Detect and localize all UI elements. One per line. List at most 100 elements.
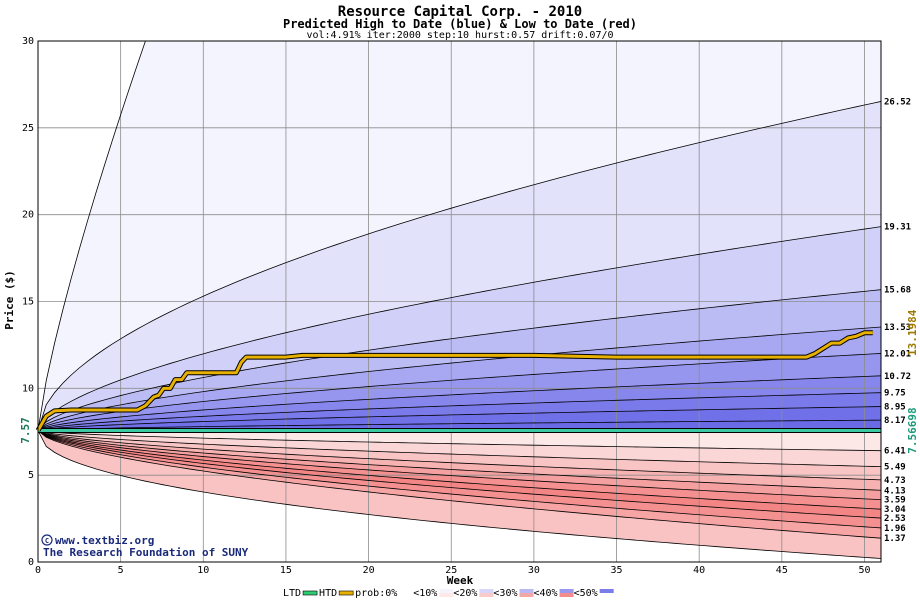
low-percentile-line-10 <box>37 430 882 559</box>
high-band-10 <box>38 420 881 431</box>
x-tick-label: 45 <box>776 565 788 576</box>
band-layer <box>38 41 881 562</box>
y-tick-label: 15 <box>22 297 34 308</box>
legend-htd-swatch <box>338 590 354 596</box>
high-percentile-label-8: 9.75 <box>884 389 906 399</box>
y-tick-label: 25 <box>22 123 34 134</box>
low-percentile-line-5 <box>37 430 882 501</box>
legend-swatch-4-bottom <box>559 593 574 597</box>
chart-params: vol:4.91% iter:2000 step:10 hurst:0.57 d… <box>306 30 613 41</box>
high-percentile-label-4: 15.68 <box>884 286 911 296</box>
legend-item-label-4: <40% <box>534 588 558 599</box>
legend-swatch-3-top <box>519 589 534 593</box>
legend-swatch-3-bottom <box>519 593 534 597</box>
y-tick-label: 10 <box>22 383 34 394</box>
high-to-date-line <box>36 331 873 432</box>
x-tick-label: 40 <box>693 565 705 576</box>
high-percentile-label-10: 8.17 <box>884 416 906 426</box>
plot-frame <box>37 40 882 563</box>
low-percentile-label-2: 5.49 <box>884 463 906 473</box>
x-tick-label: 35 <box>611 565 623 576</box>
y-tick-label: 0 <box>28 557 34 568</box>
high-percentile-line-4 <box>37 289 882 431</box>
low-percentile-label-6: 3.04 <box>884 505 906 515</box>
high-percentile-line-9 <box>37 406 882 431</box>
high-percentile-line-6 <box>37 353 882 431</box>
low-percentile-line-3 <box>37 430 882 481</box>
high-percentile-label-5: 13.53 <box>884 323 911 333</box>
legend-item-label-3: <30% <box>493 588 517 599</box>
high-percentile-line-5 <box>37 326 882 431</box>
y-tick-label: 30 <box>22 36 34 47</box>
low-to-date-label: 7.56698 <box>906 407 919 453</box>
x-tick-label: 10 <box>197 565 209 576</box>
low-percentile-label-5: 3.59 <box>884 496 906 506</box>
y-tick-label: 5 <box>28 470 34 481</box>
low-percentile-line-2 <box>37 430 882 468</box>
legend-item-label-5: <50% <box>574 588 598 599</box>
high-percentile-label-6: 12.01 <box>884 349 911 359</box>
y-tick-label: 20 <box>22 210 34 221</box>
high-percentile-label-9: 8.95 <box>884 403 906 413</box>
high-percentile-label-2: 26.52 <box>884 97 911 107</box>
low-band-1 <box>38 430 881 451</box>
copyright-icon <box>41 534 53 546</box>
legend-swatch-5-top <box>599 589 614 593</box>
percentile-lines <box>37 40 882 559</box>
low-percentile-line-9 <box>37 430 882 539</box>
high-percentile-line-2 <box>37 101 882 431</box>
legend-prob-label: prob:0% <box>355 588 397 599</box>
low-percentile-label-4: 4.13 <box>884 486 906 496</box>
high-to-date-label: 13.1984 <box>906 309 919 356</box>
low-percentile-line-7 <box>37 430 882 519</box>
legend-swatch-1-top <box>439 589 454 593</box>
low-percentile-label-1: 6.41 <box>884 447 906 457</box>
low-percentile-label-7: 2.53 <box>884 514 906 524</box>
copyright-icon-letter: C <box>45 537 49 545</box>
watermark-org: The Research Foundation of SUNY <box>43 546 249 559</box>
high-percentile-line-8 <box>37 392 882 431</box>
axis-layer: 0 5 10 15 20 25 30 35 40 45 50 0 5 10 15 20 25 30 <box>22 36 882 576</box>
watermark: C www.textbiz.org The Research Foundatio… <box>41 534 249 559</box>
low-percentile-line-4 <box>37 430 882 491</box>
high-percentile-line-3 <box>37 226 882 431</box>
start-price-label: 7.57 <box>19 417 32 444</box>
legend: LTD HTD prob:0% <10% <20% <30% <40% <50% <box>283 588 614 599</box>
legend-ltd-swatch <box>302 590 318 596</box>
legend-swatch-0-bottom <box>399 593 414 597</box>
high-percentile-label-3: 19.31 <box>884 223 911 233</box>
y-axis-label: Price ($) <box>3 270 16 330</box>
chart-subtitle: Predicted High to Date (blue) & Low to D… <box>283 17 637 31</box>
x-tick-label: 25 <box>445 565 457 576</box>
legend-swatch-2-bottom <box>479 593 494 597</box>
x-axis-label: Week <box>447 574 474 587</box>
x-tick-label: 50 <box>858 565 870 576</box>
low-percentile-line-1 <box>37 430 882 452</box>
legend-swatch-0-top <box>399 589 414 593</box>
high-percentile-label-7: 10.72 <box>884 372 911 382</box>
series-layer <box>35 330 881 434</box>
watermark-url: www.textbiz.org <box>55 534 154 547</box>
low-percentile-label-3: 4.73 <box>884 476 906 486</box>
legend-htd-label: HTD <box>319 588 337 599</box>
legend-swatch-1-bottom <box>439 593 454 597</box>
legend-swatch-4-top <box>559 589 574 593</box>
low-percentile-label-9: 1.37 <box>884 534 906 544</box>
x-tick-label: 0 <box>35 565 41 576</box>
x-tick-label: 5 <box>118 565 124 576</box>
chart-title: Resource Capital Corp. - 2010 <box>338 4 582 20</box>
low-percentile-label-8: 1.96 <box>884 524 906 534</box>
x-tick-label: 15 <box>280 565 292 576</box>
legend-item-label-2: <20% <box>453 588 477 599</box>
label-layer: 26.52 19.31 15.68 13.53 12.01 10.72 9.75 8.95 8.… <box>19 97 919 544</box>
high-percentile-line-7 <box>37 375 882 431</box>
x-tick-label: 30 <box>528 565 540 576</box>
low-percentile-line-8 <box>37 430 882 529</box>
low-percentile-line-6 <box>37 430 882 510</box>
legend-ltd-label: LTD <box>283 588 301 599</box>
legend-swatch-5-bottom <box>599 593 614 597</box>
legend-swatch-2-top <box>479 589 494 593</box>
high-percentile-line-10 <box>37 419 882 431</box>
